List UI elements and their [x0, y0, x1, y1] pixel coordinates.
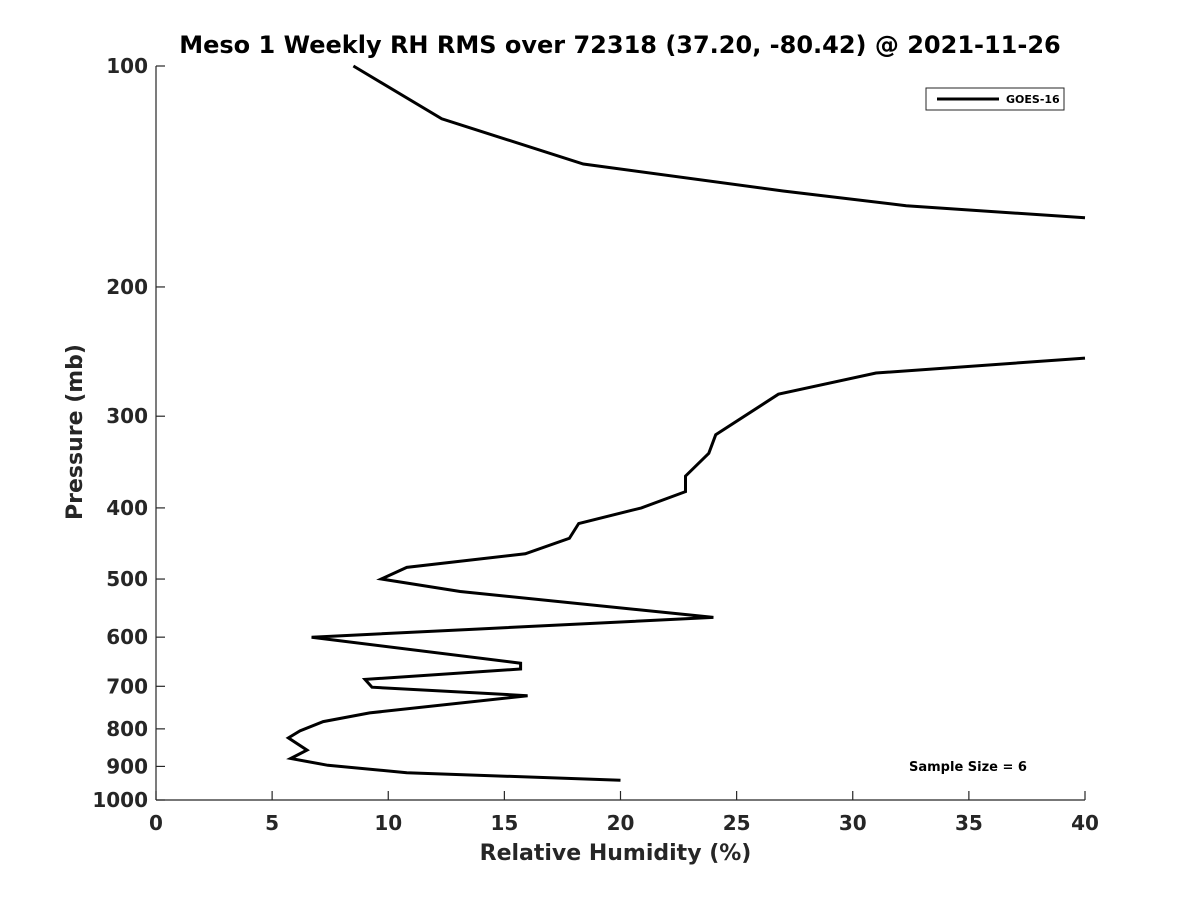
plot-area: 0 5 10 15 20 25 30 35 40 100 200 300 400 500 600 700 80… — [92, 54, 1099, 835]
legend-label-goes-16: GOES-16 — [1006, 93, 1060, 106]
y-tick-label: 900 — [106, 754, 148, 778]
y-axis-label: Pressure (mb) — [63, 344, 88, 520]
y-tick-label: 500 — [106, 567, 148, 591]
y-tick-label: 300 — [106, 404, 148, 428]
series-group — [285, 64, 1086, 782]
legend: GOES-16 — [925, 87, 1065, 111]
x-tick-label: 15 — [490, 811, 518, 835]
sample-size-annotation: Sample Size = 6 — [909, 760, 1027, 775]
x-tick-label: 20 — [607, 811, 635, 835]
x-axis-label: Relative Humidity (%) — [480, 841, 752, 866]
y-tick-label: 200 — [106, 275, 148, 299]
y-axis-ticks: 100 200 300 400 500 600 700 800 900 1000 — [92, 54, 165, 812]
y-tick-label: 1000 — [92, 788, 148, 812]
y-tick-label: 700 — [106, 674, 148, 698]
chart-title: Meso 1 Weekly RH RMS over 72318 (37.20, … — [179, 31, 1061, 59]
y-tick-label: 800 — [106, 717, 148, 741]
x-tick-label: 10 — [374, 811, 402, 835]
x-tick-label: 0 — [149, 811, 163, 835]
x-tick-label: 25 — [723, 811, 751, 835]
x-tick-label: 40 — [1071, 811, 1099, 835]
y-tick-label: 100 — [106, 54, 148, 78]
y-tick-label: 400 — [106, 496, 148, 520]
y-tick-label: 600 — [106, 625, 148, 649]
x-axis-ticks: 0 5 10 15 20 25 30 35 40 — [149, 791, 1099, 835]
series-line-goes-16-segment-1 — [352, 64, 1086, 220]
series-line-goes-16-segment-2 — [285, 356, 1086, 782]
x-tick-label: 35 — [955, 811, 983, 835]
x-tick-label: 5 — [265, 811, 279, 835]
plot-frame — [156, 66, 1085, 800]
x-tick-label: 30 — [839, 811, 867, 835]
